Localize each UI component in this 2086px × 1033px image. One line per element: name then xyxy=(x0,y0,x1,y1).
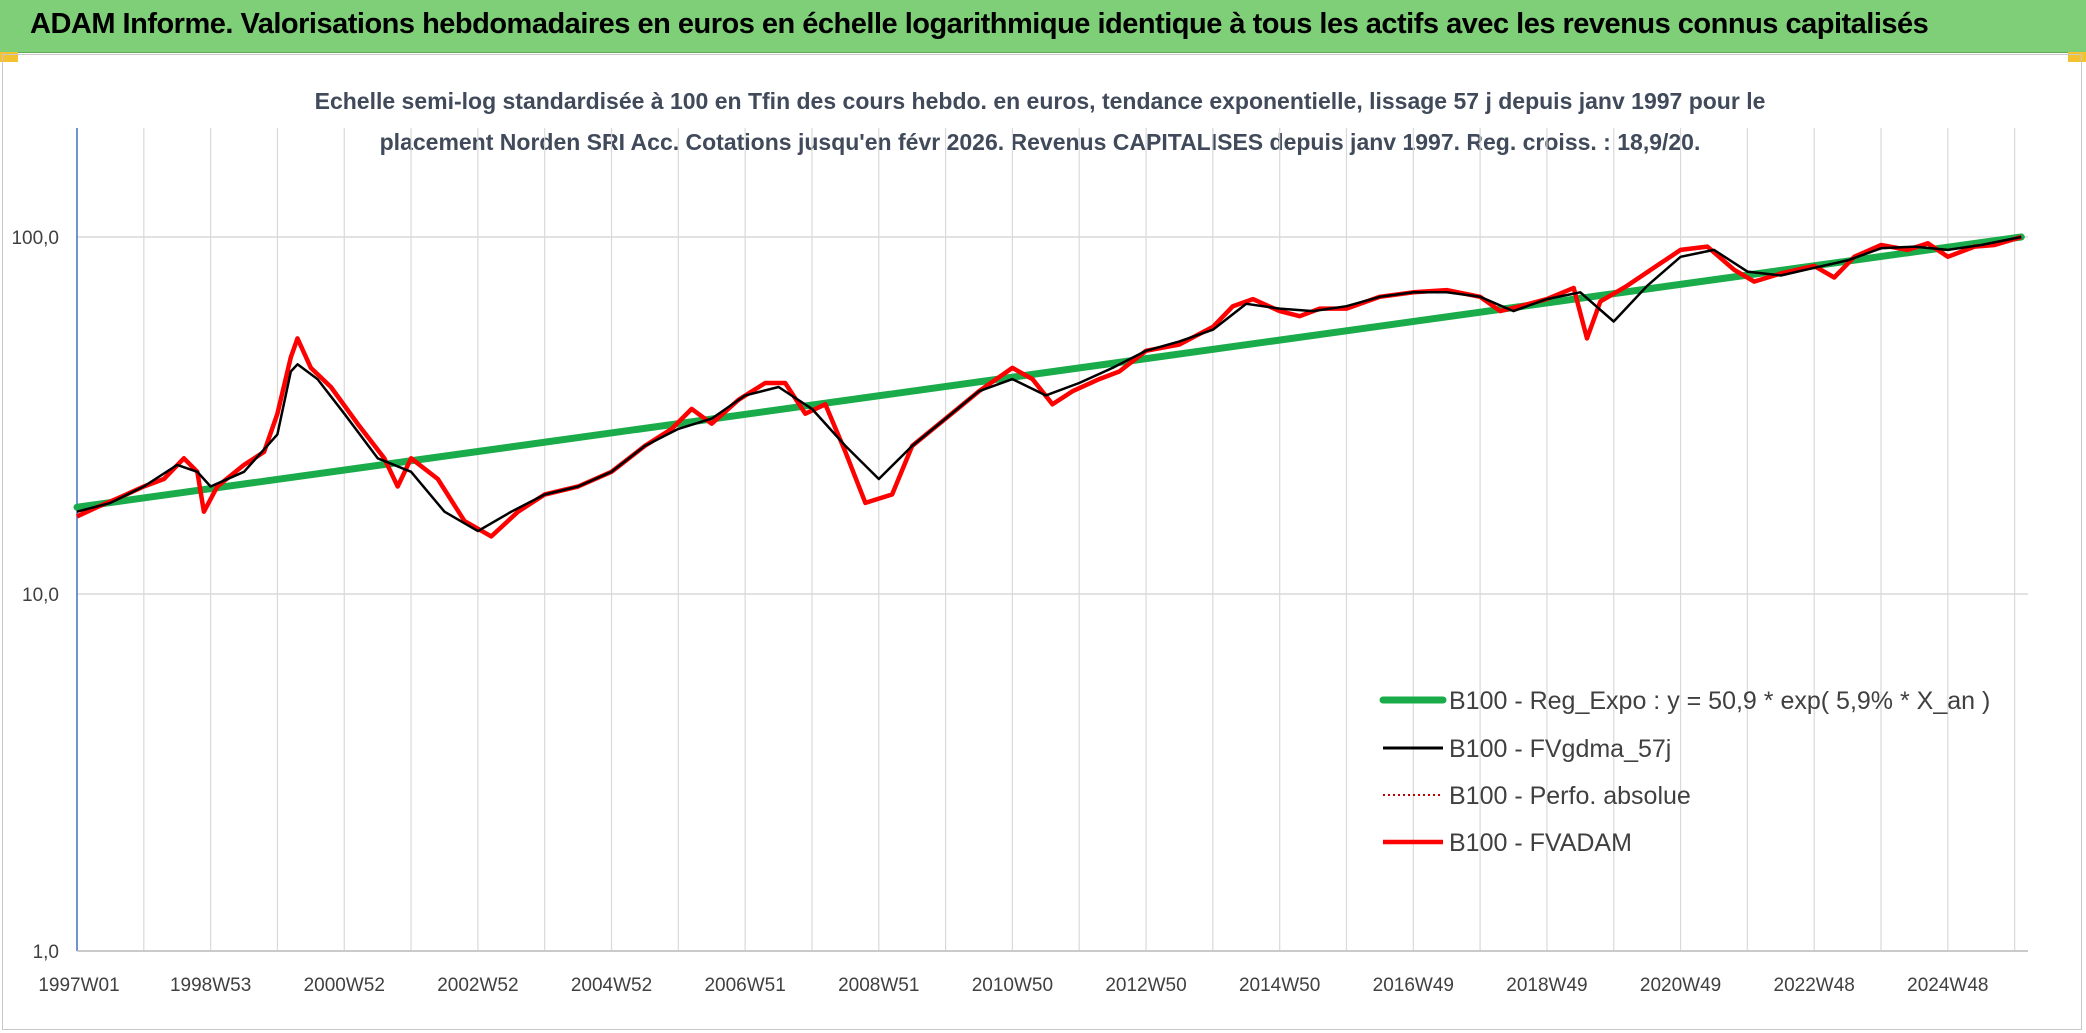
series-line-black xyxy=(76,235,2022,533)
x-tick-label: 2012W50 xyxy=(1105,975,1186,996)
x-tick-label: 2008W51 xyxy=(838,975,919,996)
chart-frame xyxy=(2,54,2082,1030)
chart-title-line-1: Echelle semi-log standardisée à 100 en T… xyxy=(314,88,1766,114)
series-line-thick-green xyxy=(73,233,2025,511)
x-tick-label: 2014W50 xyxy=(1239,975,1320,996)
x-tick-label: 2002W52 xyxy=(437,975,518,996)
corner-marker-right xyxy=(2068,52,2086,62)
legend-label: B100 - FVADAM xyxy=(1449,829,1632,857)
x-tick-label: 2024W48 xyxy=(1907,975,1988,996)
x-tick-label: 2010W50 xyxy=(972,975,1053,996)
series-layer xyxy=(73,233,2025,539)
legend-label: B100 - FVgdma_57j xyxy=(1449,735,1671,763)
x-tick-label: 2004W52 xyxy=(571,975,652,996)
legend-label: B100 - Reg_Expo : y = 50,9 * exp( 5,9% *… xyxy=(1449,687,1990,715)
x-tick-label: 2020W49 xyxy=(1640,975,1721,996)
x-tick-label: 2018W49 xyxy=(1506,975,1587,996)
grid-layer xyxy=(76,128,2028,952)
x-tick-label: 2022W48 xyxy=(1774,975,1855,996)
x-tick-label: 1997W01 xyxy=(38,975,119,996)
series-line-thick-red xyxy=(76,234,2022,539)
y-tick-label: 1,0 xyxy=(33,942,59,963)
y-tick-label: 100,0 xyxy=(11,228,59,249)
x-tick-label: 2016W49 xyxy=(1373,975,1454,996)
x-tick-label: 2006W51 xyxy=(704,975,785,996)
x-tick-label: 1998W53 xyxy=(170,975,251,996)
title-banner: ADAM Informe. Valorisations hebdomadaire… xyxy=(0,0,2086,53)
legend: B100 - Reg_Expo : y = 50,9 * exp( 5,9% *… xyxy=(1379,687,1990,857)
legend-label: B100 - Perfo. absolue xyxy=(1449,782,1691,810)
report-title: ADAM Informe. Valorisations hebdomadaire… xyxy=(30,8,1929,40)
corner-marker-left xyxy=(0,52,18,62)
y-tick-label: 10,0 xyxy=(22,585,59,606)
axis-layer: 1,0 10,0 100,0 1997W01 1998W53 2000W52 2002W52… xyxy=(11,128,2028,996)
x-tick-label: 2000W52 xyxy=(304,975,385,996)
